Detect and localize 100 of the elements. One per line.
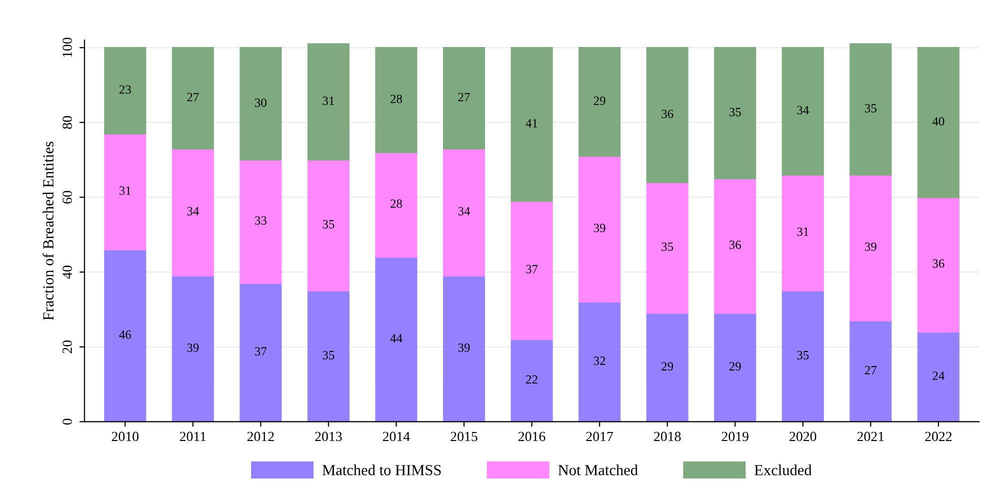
bar bbox=[578, 46, 621, 157]
bar bbox=[240, 46, 282, 161]
bar bbox=[104, 248, 146, 422]
x-tick-label: 2022 bbox=[925, 432, 952, 442]
data-label: 44 bbox=[390, 334, 402, 342]
x-tick-label: 2020 bbox=[790, 432, 816, 442]
bar bbox=[442, 46, 486, 150]
data-label: 29 bbox=[662, 362, 674, 371]
bar bbox=[578, 155, 621, 303]
bar bbox=[782, 290, 824, 422]
x-tick-label: 2021 bbox=[857, 432, 884, 442]
legend-label: Excluded bbox=[754, 464, 812, 476]
data-label: 39 bbox=[187, 343, 199, 352]
data-label: 27 bbox=[864, 366, 877, 374]
data-label: 40 bbox=[932, 117, 944, 126]
data-label: 41 bbox=[526, 119, 538, 128]
data-label: 31 bbox=[322, 96, 334, 106]
x-tick-label: 2017 bbox=[586, 432, 614, 442]
data-label: 34 bbox=[458, 206, 470, 216]
bar bbox=[510, 46, 553, 202]
x-tick-label: 2010 bbox=[112, 432, 139, 442]
bar bbox=[442, 275, 486, 422]
legend-label: Not Matched bbox=[558, 464, 638, 476]
x-tick-label: 2014 bbox=[382, 432, 410, 442]
data-label: 35 bbox=[662, 242, 674, 251]
data-label: 37 bbox=[526, 264, 538, 274]
data-label: 31 bbox=[120, 186, 131, 195]
y-tick-label: 60 bbox=[62, 190, 72, 204]
bar bbox=[510, 338, 553, 422]
x-tick-label: 2012 bbox=[247, 432, 274, 442]
bar bbox=[917, 196, 960, 333]
bar bbox=[578, 301, 621, 422]
bar bbox=[782, 174, 824, 292]
y-axis-title: Fraction of Breached Entities bbox=[42, 142, 54, 320]
data-label: 34 bbox=[187, 206, 199, 216]
data-label: 39 bbox=[594, 224, 606, 232]
data-label: 27 bbox=[187, 92, 199, 102]
bar bbox=[714, 312, 756, 422]
bar bbox=[850, 174, 892, 322]
data-label: 34 bbox=[797, 106, 809, 114]
bar bbox=[172, 148, 214, 276]
data-label: 46 bbox=[119, 330, 132, 339]
legend-label: Matched to HIMSS bbox=[322, 464, 441, 476]
bar bbox=[714, 178, 756, 314]
bar bbox=[850, 43, 892, 176]
bar bbox=[782, 46, 824, 176]
data-label: 24 bbox=[932, 372, 944, 380]
data-label: 29 bbox=[729, 362, 741, 371]
data-label: 36 bbox=[662, 110, 674, 118]
x-tick-label: 2011 bbox=[180, 432, 206, 442]
data-label: 36 bbox=[932, 259, 944, 268]
y-tick-label: 100 bbox=[62, 38, 72, 57]
bar bbox=[510, 200, 553, 340]
bar bbox=[646, 182, 688, 314]
x-tick-label: 2013 bbox=[315, 432, 342, 442]
bar bbox=[240, 159, 282, 284]
data-label: 22 bbox=[526, 375, 538, 384]
data-label: 35 bbox=[865, 104, 876, 112]
bar bbox=[375, 152, 418, 258]
data-label: 28 bbox=[390, 94, 402, 104]
bar bbox=[646, 312, 688, 422]
bar bbox=[646, 46, 688, 183]
x-tick-label: 2019 bbox=[722, 432, 748, 442]
y-tick-label: 0 bbox=[62, 418, 72, 425]
data-label: 32 bbox=[594, 356, 606, 365]
bar bbox=[307, 43, 350, 161]
data-label: 35 bbox=[797, 350, 809, 360]
bar bbox=[172, 275, 214, 422]
data-label: 39 bbox=[865, 242, 876, 251]
y-tick-label: 80 bbox=[62, 116, 72, 129]
x-tick-label: 2018 bbox=[654, 432, 681, 442]
data-label: 35 bbox=[729, 108, 741, 116]
bar bbox=[307, 159, 350, 292]
bar bbox=[917, 46, 960, 198]
bar bbox=[442, 148, 486, 276]
data-label: 29 bbox=[594, 96, 606, 106]
bar bbox=[714, 46, 756, 180]
y-tick-label: 20 bbox=[62, 340, 72, 354]
data-label: 37 bbox=[255, 347, 267, 356]
bar bbox=[172, 46, 214, 150]
bar bbox=[375, 46, 418, 154]
bar bbox=[850, 320, 892, 422]
x-tick-label: 2016 bbox=[518, 432, 546, 442]
data-label: 30 bbox=[255, 98, 266, 107]
bar bbox=[104, 132, 146, 250]
data-label: 39 bbox=[458, 343, 470, 352]
bar bbox=[104, 46, 146, 134]
y-tick-label: 40 bbox=[62, 266, 72, 279]
data-label: 36 bbox=[729, 240, 741, 250]
data-label: 35 bbox=[322, 220, 334, 228]
bar bbox=[240, 282, 282, 422]
bar bbox=[917, 331, 960, 422]
x-tick-label: 2015 bbox=[450, 432, 478, 442]
data-label: 28 bbox=[390, 199, 402, 208]
data-label: 33 bbox=[255, 216, 266, 225]
bar bbox=[375, 256, 418, 422]
data-label: 31 bbox=[797, 228, 808, 236]
bar bbox=[307, 290, 350, 422]
data-label: 23 bbox=[119, 85, 131, 94]
data-label: 35 bbox=[322, 350, 334, 360]
